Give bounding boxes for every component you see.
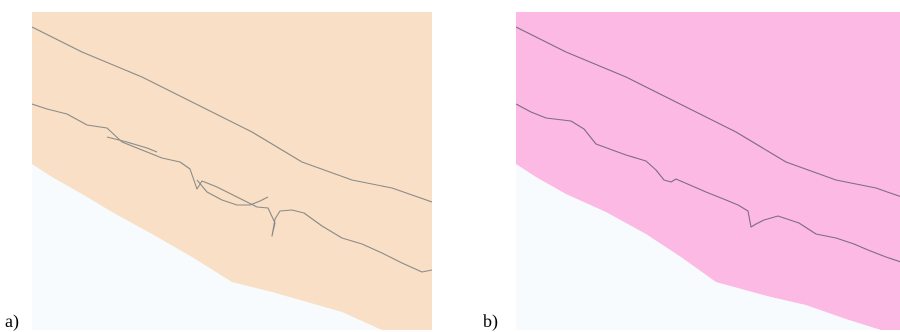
map-panel-a	[32, 12, 432, 330]
map-b-land-area	[516, 12, 900, 330]
map-a-land-area	[32, 12, 432, 330]
map-b-shoreline	[516, 103, 900, 263]
map-panel-b	[516, 12, 900, 330]
map-a-detail-line-1	[106, 136, 158, 153]
map-b-svg	[516, 12, 900, 330]
map-b-upper-boundary	[516, 26, 900, 197]
map-a-shoreline	[32, 103, 432, 273]
map-a-upper-boundary	[32, 26, 432, 203]
map-a-svg	[32, 12, 432, 330]
map-a-detail-line-2	[196, 179, 269, 206]
panel-label-b: b)	[483, 311, 498, 331]
panel-label-a: a)	[5, 311, 19, 331]
